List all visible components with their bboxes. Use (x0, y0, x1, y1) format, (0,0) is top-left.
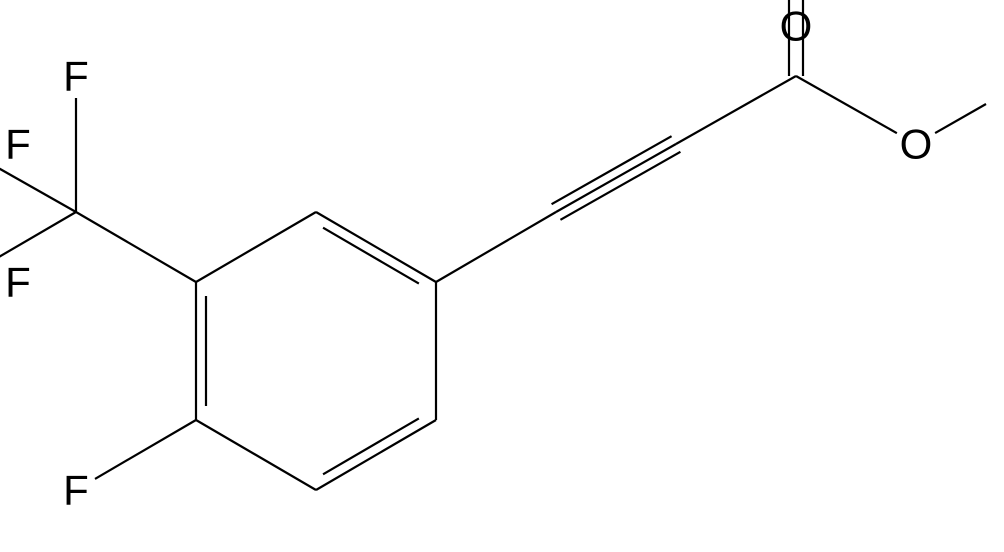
atom-F: F (63, 467, 89, 514)
atom-F: F (5, 121, 31, 168)
atom-O: O (900, 121, 933, 168)
atom-F: F (63, 53, 89, 100)
atom-F: F (5, 259, 31, 306)
chemical-structure: FFFFOO (0, 0, 1004, 552)
atom-O: O (780, 3, 813, 50)
